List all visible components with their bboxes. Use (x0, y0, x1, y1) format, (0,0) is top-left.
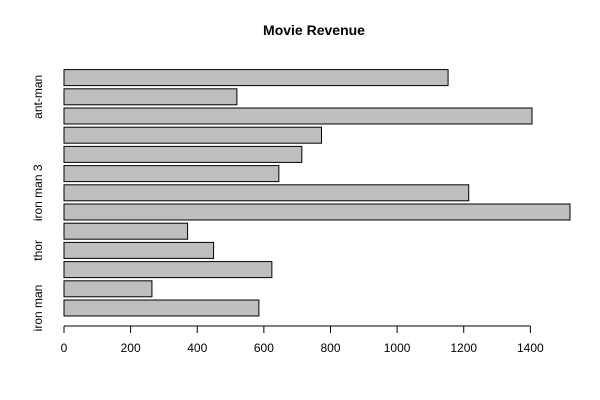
category-labels: iron man thor iron man 3 ant-man (31, 75, 45, 332)
chart-title: Movie Revenue (263, 22, 365, 38)
x-tick-label-0: 0 (61, 341, 68, 355)
bar-7 (63, 165, 280, 183)
bar-9 (63, 126, 322, 144)
x-tick-label-4: 800 (320, 341, 340, 355)
x-tick-label-6: 1200 (450, 341, 477, 355)
x-tick-label-3: 600 (254, 341, 274, 355)
bar-12 (63, 69, 449, 87)
x-tick-label-5: 1000 (384, 341, 411, 355)
bar-10 (63, 107, 533, 125)
bar-6 (63, 184, 470, 202)
category-label-6: iron man 3 (31, 164, 45, 221)
bar-3 (63, 241, 215, 259)
bar-2 (63, 261, 273, 279)
category-label-0: iron man (31, 285, 45, 332)
category-label-11: ant-man (31, 75, 45, 119)
x-tick-label-1: 200 (121, 341, 141, 355)
bar-4 (63, 222, 189, 240)
bar-8 (63, 145, 303, 163)
category-label-3: thor (31, 240, 45, 261)
x-tick-label-7: 1400 (517, 341, 544, 355)
x-tick-label-2: 400 (187, 341, 207, 355)
bar-1 (63, 280, 153, 298)
bar-5 (63, 203, 571, 221)
bars-group (63, 69, 571, 317)
x-axis: 0 200 400 600 800 1000 1200 1400 (61, 325, 544, 355)
bar-11 (63, 88, 238, 106)
bar-0 (63, 299, 260, 317)
